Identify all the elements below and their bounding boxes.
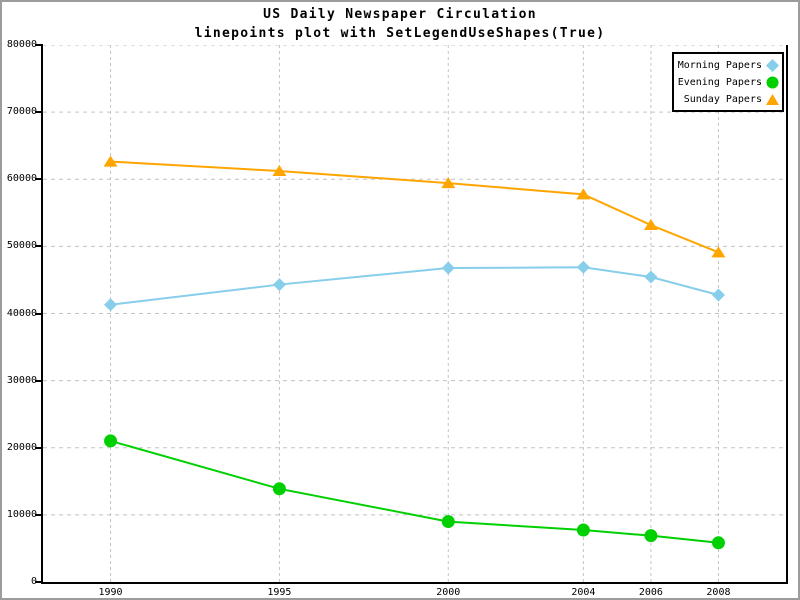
series-line-morning-papers bbox=[110, 266, 719, 306]
y-tick bbox=[35, 44, 43, 46]
legend: Morning Papers Evening Papers Sunday Paper… bbox=[672, 52, 784, 112]
y-tick bbox=[35, 111, 43, 114]
y-tick bbox=[35, 312, 43, 315]
y-tick-label: 70000 bbox=[6, 106, 37, 118]
circle-icon-shape bbox=[766, 76, 779, 89]
plot-area: 0 10000 20000 30000 40000 50000 60000 70000 8000… bbox=[7, 40, 788, 598]
x-tick-label: 2008 bbox=[706, 587, 731, 598]
triangle-marker-icon bbox=[711, 246, 726, 258]
x-tick-label: 2006 bbox=[638, 587, 663, 598]
circle-marker-icon bbox=[711, 536, 725, 550]
x-tick-label: 2004 bbox=[571, 587, 596, 598]
y-tick bbox=[35, 581, 43, 583]
diamond-icon bbox=[766, 59, 779, 72]
y-tick-label: 60000 bbox=[6, 173, 37, 185]
circle-icon bbox=[766, 76, 779, 89]
diamond-marker-icon bbox=[644, 270, 658, 284]
legend-item: Morning Papers bbox=[677, 57, 779, 74]
legend-item: Evening Papers bbox=[677, 74, 779, 91]
y-tick-label: 50000 bbox=[6, 240, 37, 252]
x-tick-label: 2000 bbox=[436, 587, 461, 598]
legend-item-label: Morning Papers bbox=[677, 60, 762, 71]
y-tick-label: 10000 bbox=[6, 508, 37, 520]
triangle-marker-icon bbox=[272, 165, 287, 177]
triangle-marker-icon bbox=[643, 219, 658, 231]
y-tick bbox=[35, 245, 43, 248]
triangle-icon bbox=[766, 94, 779, 105]
chart-title: US Daily Newspaper Circulation bbox=[263, 7, 537, 22]
legend-item: Sunday Papers bbox=[677, 91, 779, 108]
y-tick-label: 30000 bbox=[6, 374, 37, 386]
y-tick-label: 0 bbox=[30, 576, 37, 587]
diamond-marker-icon bbox=[576, 260, 590, 274]
y-tick-label: 80000 bbox=[6, 39, 37, 50]
y-tick bbox=[35, 513, 43, 516]
diamond-marker-icon bbox=[441, 261, 455, 275]
y-tick bbox=[35, 178, 43, 181]
circle-marker-icon bbox=[441, 515, 455, 529]
circle-marker-icon bbox=[272, 482, 286, 496]
y-tick bbox=[35, 446, 43, 449]
chart-canvas bbox=[43, 45, 786, 582]
x-tick-label: 1990 bbox=[98, 587, 123, 598]
diamond-icon-shape bbox=[766, 59, 779, 72]
legend-item-label: Sunday Papers bbox=[683, 94, 762, 105]
y-tick bbox=[35, 379, 43, 382]
x-tick-label: 1995 bbox=[267, 587, 292, 598]
series-line-sunday-papers bbox=[110, 160, 719, 254]
triangle-marker-icon bbox=[441, 177, 456, 189]
diamond-marker-icon bbox=[711, 288, 725, 302]
legend-item-label: Evening Papers bbox=[677, 77, 762, 88]
circle-marker-icon bbox=[576, 523, 590, 537]
circle-marker-icon bbox=[104, 434, 118, 448]
y-tick-label: 20000 bbox=[6, 441, 37, 453]
triangle-icon-shape bbox=[766, 94, 779, 105]
series-line-evening-papers bbox=[110, 439, 719, 544]
chart-subtitle: linepoints plot with SetLegendUseShapes(… bbox=[194, 26, 606, 41]
circle-marker-icon bbox=[644, 529, 658, 543]
triangle-marker-icon bbox=[103, 155, 118, 167]
y-tick-label: 40000 bbox=[6, 307, 37, 319]
diamond-marker-icon bbox=[104, 298, 118, 312]
diamond-marker-icon bbox=[272, 278, 286, 292]
triangle-marker-icon bbox=[576, 188, 591, 200]
